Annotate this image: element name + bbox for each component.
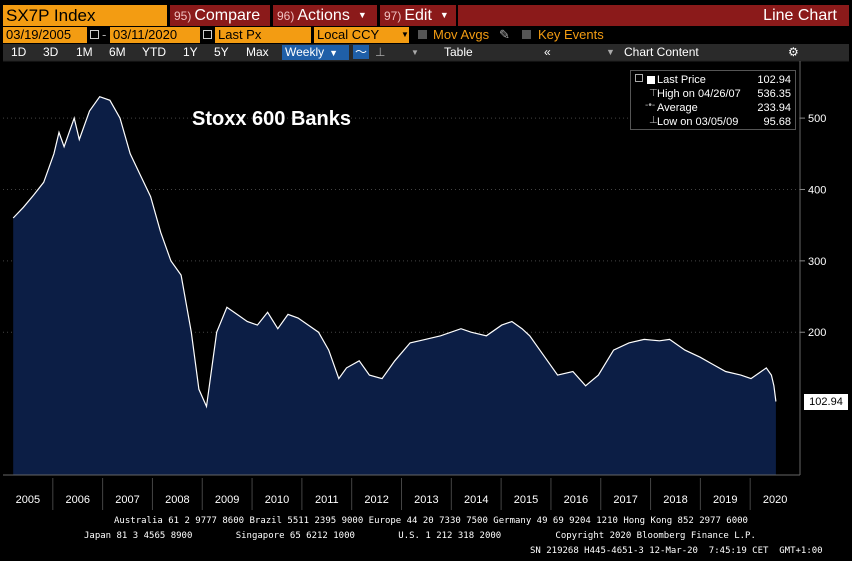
- legend: Last Price 102.94 ⊤ High on 04/26/07 536…: [630, 70, 796, 130]
- x-tick-label: 2018: [663, 494, 687, 506]
- footer-session: SN 219268 H445-4651-3 12-Mar-20 7:45:19 …: [530, 546, 823, 556]
- y-tick-label: 300: [808, 256, 826, 268]
- legend-swatch: [647, 76, 655, 84]
- legend-last-price-value: 102.94: [757, 74, 791, 86]
- actions-button[interactable]: 96) Actions ▼: [273, 5, 377, 26]
- y-tick-label: 500: [808, 113, 826, 125]
- chart-title: Stoxx 600 Banks: [192, 108, 351, 130]
- chevron-down-icon[interactable]: ▼: [411, 48, 419, 57]
- key-events-checkbox[interactable]: [522, 30, 531, 39]
- currency-select[interactable]: Local CCY: [314, 27, 409, 43]
- compare-label: Compare: [194, 7, 261, 24]
- pencil-icon[interactable]: ✎: [499, 27, 510, 42]
- end-date-field[interactable]: 03/11/2020: [110, 27, 200, 43]
- chart-type-label: Line Chart: [763, 7, 837, 24]
- period-3d[interactable]: 3D: [43, 45, 59, 59]
- period-6m[interactable]: 6M: [109, 45, 126, 59]
- line-chart-icon[interactable]: 〜: [353, 45, 369, 59]
- x-axis-ticks: 2005 2006 2007 2008 2009 2010 2011 2012 2013 2014…: [16, 478, 787, 510]
- average-marker-icon: -•-: [645, 100, 656, 111]
- chevron-down-icon: ▼: [606, 47, 615, 57]
- x-tick-label: 2012: [364, 494, 388, 506]
- period-1d[interactable]: 1D: [11, 45, 27, 59]
- y-tick-label: 200: [808, 327, 826, 339]
- y-tick-label: 400: [808, 184, 826, 196]
- chevron-down-icon: ▼: [357, 10, 367, 20]
- y-axis-ticks: 200 300 400 500: [800, 113, 826, 339]
- area-fill: [13, 96, 776, 475]
- mov-avgs-checkbox[interactable]: [418, 30, 427, 39]
- x-tick-label: 2008: [165, 494, 189, 506]
- legend-average-label: Average: [657, 102, 698, 114]
- period-toolbar: 1D 3D 1M 6M YTD 1Y 5Y Max Weekly ▼ 〜 ⊥ ▼ …: [3, 44, 849, 61]
- mov-avgs-label[interactable]: Mov Avgs: [433, 27, 490, 42]
- period-1y[interactable]: 1Y: [183, 45, 198, 59]
- edit-button[interactable]: 97) Edit ▼: [380, 5, 456, 26]
- table-button[interactable]: Table: [444, 45, 473, 59]
- x-tick-label: 2015: [514, 494, 538, 506]
- chevron-down-icon: ▼: [329, 48, 339, 58]
- legend-average-value: 233.94: [757, 102, 791, 114]
- last-price-tag: 102.94: [804, 393, 848, 410]
- legend-high-label: High on 04/26/07: [657, 88, 741, 100]
- x-tick-label: 2007: [115, 494, 139, 506]
- footer-contacts-2: Japan 81 3 4565 8900 Singapore 65 6212 1…: [84, 531, 756, 541]
- calendar-icon[interactable]: [90, 30, 99, 39]
- high-marker-icon: ⊤: [649, 88, 658, 99]
- bar-chart-icon[interactable]: ⊥: [375, 45, 386, 59]
- x-tick-label: 2005: [16, 494, 40, 506]
- legend-last-price-label: Last Price: [657, 74, 706, 86]
- x-tick-label: 2009: [215, 494, 239, 506]
- compare-button[interactable]: 95) Compare: [170, 5, 270, 26]
- date-separator: -: [102, 27, 107, 42]
- start-date-field[interactable]: 03/19/2005: [3, 27, 87, 43]
- chevron-down-icon: ▼: [439, 10, 449, 20]
- x-tick-label: 2019: [713, 494, 737, 506]
- period-1m[interactable]: 1M: [76, 45, 93, 59]
- price-field-select[interactable]: Last Px: [215, 27, 311, 43]
- ticker-field[interactable]: SX7P Index: [3, 5, 167, 26]
- actions-number: 96): [277, 9, 295, 23]
- collapse-icon[interactable]: «: [544, 45, 551, 59]
- chart-content-button[interactable]: Chart Content: [624, 45, 699, 59]
- period-ytd[interactable]: YTD: [142, 45, 166, 59]
- edit-label: Edit: [404, 7, 432, 24]
- x-tick-label: 2014: [464, 494, 488, 506]
- period-5y[interactable]: 5Y: [214, 45, 229, 59]
- x-tick-label: 2017: [613, 494, 637, 506]
- title-bar-fill: [458, 5, 849, 26]
- edit-number: 97): [384, 9, 402, 23]
- price-line: [12, 95, 777, 409]
- top-toolbar: SX7P Index 95) Compare 96) Actions ▼ 97) Edi…: [3, 3, 849, 27]
- legend-checkbox[interactable]: [635, 74, 643, 82]
- x-tick-label: 2016: [564, 494, 588, 506]
- gear-icon[interactable]: ⚙: [788, 45, 799, 59]
- x-tick-label: 2006: [65, 494, 89, 506]
- x-tick-label: 2020: [763, 494, 787, 506]
- low-marker-icon: ⊥: [649, 115, 658, 126]
- legend-high-value: 536.35: [757, 88, 791, 100]
- legend-low-label: Low on 03/05/09: [657, 116, 739, 128]
- actions-label: Actions: [297, 7, 350, 24]
- compare-number: 95): [174, 9, 192, 23]
- footer-contacts-1: Australia 61 2 9777 8600 Brazil 5511 239…: [114, 516, 748, 526]
- date-toolbar: 03/19/2005 - 03/11/2020 Last Px Local CC…: [3, 27, 849, 44]
- x-tick-label: 2010: [265, 494, 289, 506]
- frequency-label: Weekly: [285, 45, 325, 59]
- x-tick-label: 2011: [315, 494, 339, 506]
- legend-low-value: 95.68: [763, 116, 791, 128]
- key-events-label[interactable]: Key Events: [538, 27, 604, 42]
- period-max[interactable]: Max: [246, 45, 269, 59]
- frequency-select[interactable]: Weekly ▼: [282, 45, 349, 60]
- calendar-icon[interactable]: [203, 30, 212, 39]
- x-tick-label: 2013: [414, 494, 438, 506]
- chevron-down-icon: ▼: [401, 30, 409, 39]
